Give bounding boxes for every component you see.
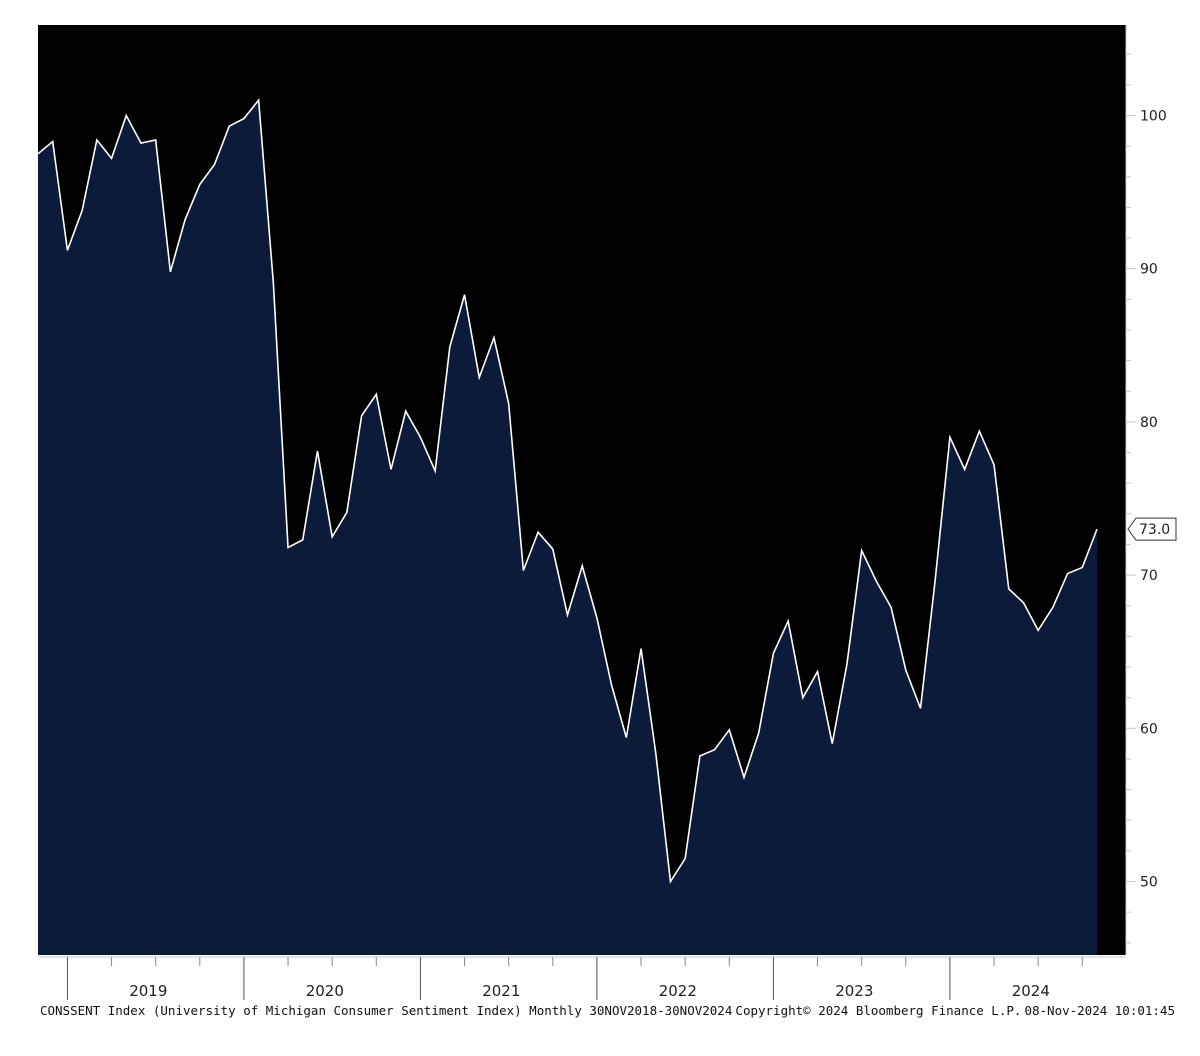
area-layer xyxy=(37,98,1098,956)
x-year-label: 2019 xyxy=(129,982,167,1000)
footer-copyright: Copyright© 2024 Bloomberg Finance L.P. xyxy=(735,1003,1022,1018)
x-year-label: 2024 xyxy=(1012,982,1050,1000)
x-year-label: 2020 xyxy=(306,982,344,1000)
x-year-label: 2021 xyxy=(482,982,520,1000)
last-value-label: 73.0 xyxy=(1139,522,1170,538)
y-tick-label: 80 xyxy=(1140,415,1158,431)
y-tick-label: 60 xyxy=(1140,721,1158,737)
x-year-label: 2023 xyxy=(835,982,873,1000)
last-value-box xyxy=(1127,517,1177,541)
y-tick-label: 90 xyxy=(1140,262,1158,278)
x-year-label: 2022 xyxy=(659,982,697,1000)
y-tick-label: 50 xyxy=(1140,875,1158,891)
series-line xyxy=(37,98,1098,884)
axis-layer: 50 60 70 80 90 100 73.0 2019 2020 2021 2022 2023 202… xyxy=(38,25,1177,1000)
chart-footer: CONSSENT Index (University of Michigan C… xyxy=(40,1003,1175,1018)
y-tick-label: 70 xyxy=(1140,568,1158,584)
y-tick-label: 100 xyxy=(1140,109,1167,125)
series-area-fill xyxy=(38,100,1097,956)
footer-series-description: CONSSENT Index (University of Michigan C… xyxy=(40,1003,733,1018)
footer-timestamp: 08-Nov-2024 10:01:45 xyxy=(1024,1003,1175,1018)
